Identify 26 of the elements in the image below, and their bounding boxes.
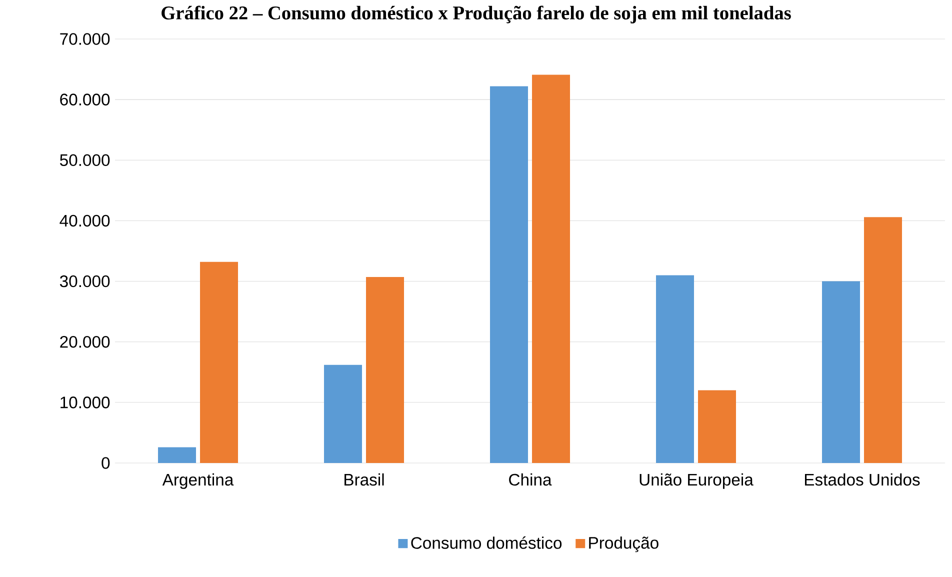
bar	[532, 74, 570, 463]
x-tick-label: Estados Unidos	[804, 473, 920, 486]
y-tick-label: 30.000	[60, 275, 110, 288]
bar	[158, 447, 196, 463]
bar	[822, 281, 860, 463]
y-tick-label: 60.000	[60, 94, 110, 106]
legend-label: Produção	[589, 536, 658, 552]
x-tick-label: Argentina	[162, 473, 234, 489]
x-tick-label: União Europeia	[640, 473, 754, 489]
chart-title: Gráfico 22 – Consumo doméstico x Produção farelo de soja em mil toneladas	[162, 6, 791, 24]
y-tick-label: 40.000	[60, 214, 110, 227]
y-tick-label: 20.000	[60, 336, 110, 348]
bar	[698, 390, 736, 463]
x-tick-label: China	[509, 473, 552, 486]
bar	[864, 217, 902, 463]
x-tick-label: Brasil	[344, 473, 384, 486]
bar	[324, 364, 362, 463]
y-tick-label: 0	[102, 457, 110, 469]
y-tick-label: 50.000	[60, 154, 110, 166]
bar	[656, 275, 694, 463]
y-tick-label: 10.000	[60, 396, 110, 408]
bar	[366, 277, 404, 463]
legend-label: Consumo doméstico	[411, 536, 562, 549]
y-tick-label: 70.000	[60, 33, 110, 45]
bar	[200, 262, 238, 463]
bar	[490, 86, 528, 463]
